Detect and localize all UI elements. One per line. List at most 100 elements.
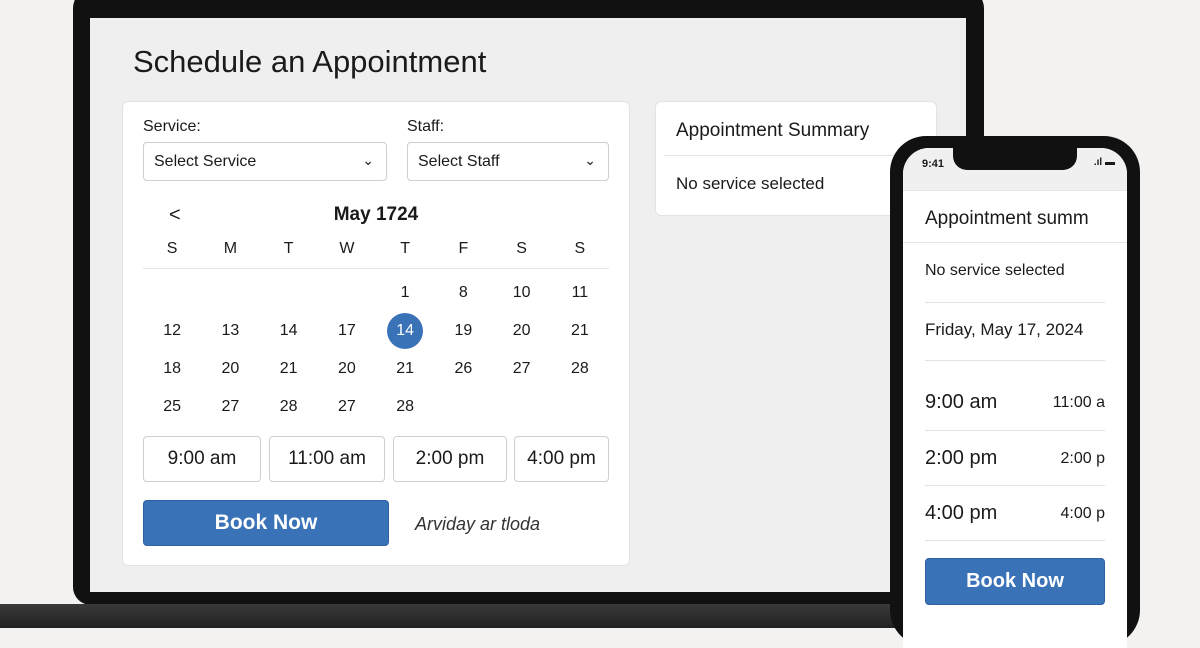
page-title: Schedule an Appointment: [133, 44, 487, 79]
day-number: 11: [571, 284, 589, 301]
calendar-day-selected[interactable]: 14: [376, 313, 434, 354]
calendar-day[interactable]: 10: [493, 278, 551, 316]
calendar-month: May 1724: [333, 204, 419, 225]
phone-time-slot[interactable]: 9:00 am: [925, 391, 998, 413]
phone-screen: 9:41 .ıl ▬ Appointment summ No service s…: [903, 148, 1127, 648]
day-number: 10: [512, 284, 531, 301]
phone-service: No service selected: [925, 262, 1065, 279]
day-number: 17: [337, 322, 356, 339]
calendar-day[interactable]: 13: [201, 316, 259, 354]
phone-time-slot[interactable]: 2:00 p: [1060, 450, 1105, 467]
booking-note: Arviday ar tloda: [415, 514, 541, 534]
notch: [953, 148, 1077, 170]
calendar-day[interactable]: 17: [318, 316, 376, 354]
phone-time-slot[interactable]: 2:00 pm: [925, 447, 998, 469]
calendar-day: [493, 392, 551, 430]
calendar-day: [260, 278, 318, 316]
staff-label: Staff:: [407, 118, 445, 135]
calendar-day[interactable]: 27: [318, 392, 376, 430]
staff-select[interactable]: Select Staff ⌄: [407, 142, 609, 181]
calendar-day[interactable]: 1: [376, 278, 434, 316]
prev-month-button[interactable]: <: [169, 204, 181, 226]
calendar-day[interactable]: 21: [260, 354, 318, 392]
calendar-day: [143, 278, 201, 316]
calendar-day[interactable]: 27: [493, 354, 551, 392]
calendar-day[interactable]: 21: [551, 316, 609, 354]
calendar-day[interactable]: 20: [493, 316, 551, 354]
calendar-day[interactable]: 19: [434, 316, 492, 354]
phone-time-row[interactable]: 9:00 am 11:00 a: [925, 361, 1105, 431]
book-now-button[interactable]: Book Now: [143, 500, 389, 546]
day-number: 26: [454, 360, 473, 377]
day-number: 28: [396, 398, 415, 415]
weekday-label: S: [574, 240, 586, 257]
laptop-screen: Schedule an Appointment Service: Select …: [90, 18, 966, 592]
weekday-label: S: [166, 240, 178, 257]
day-number: 8: [458, 284, 468, 301]
day-number: 12: [163, 322, 182, 339]
calendar-day[interactable]: 20: [318, 354, 376, 392]
day-number: 27: [221, 398, 240, 415]
calendar-day[interactable]: 14: [260, 316, 318, 354]
calendar-day: [201, 278, 259, 316]
weekday-label: M: [223, 240, 238, 257]
day-number: 13: [221, 322, 240, 339]
calendar-day[interactable]: 25: [143, 392, 201, 430]
calendar-day[interactable]: 26: [434, 354, 492, 392]
day-number: 27: [512, 360, 531, 377]
day-number: 19: [454, 322, 473, 339]
day-number: 18: [163, 360, 182, 377]
phone-date: Friday, May 17, 2024: [925, 320, 1084, 339]
day-number: 1: [400, 284, 410, 301]
staff-select-value: Select Staff: [418, 153, 500, 170]
calendar-day[interactable]: 28: [376, 392, 434, 430]
chevron-down-icon: ⌄: [584, 152, 596, 168]
status-bar: 9:41 .ıl ▬: [903, 148, 1127, 191]
day-number: 14: [387, 313, 424, 349]
calendar-day: [318, 278, 376, 316]
calendar-day[interactable]: 18: [143, 354, 201, 392]
calendar-day: [434, 392, 492, 430]
phone-time-row[interactable]: 2:00 pm 2:00 p: [925, 431, 1105, 486]
day-number: 21: [396, 360, 415, 377]
laptop-base: [0, 604, 1000, 628]
calendar-day[interactable]: 21: [376, 354, 434, 392]
time-slot[interactable]: 11:00 am: [269, 436, 385, 482]
phone-summary-title: Appointment summ: [925, 208, 1089, 229]
calendar-day[interactable]: 8: [434, 278, 492, 316]
phone-book-now-button[interactable]: Book Now: [925, 558, 1105, 605]
calendar-day[interactable]: 28: [260, 392, 318, 430]
day-number: 14: [279, 322, 298, 339]
day-number: 20: [512, 322, 531, 339]
phone-time-row[interactable]: 4:00 pm 4:00 p: [925, 486, 1105, 541]
calendar-day: [551, 392, 609, 430]
calendar-day[interactable]: 11: [551, 278, 609, 316]
time-slot[interactable]: 9:00 am: [143, 436, 261, 482]
day-number: 20: [337, 360, 356, 377]
weekday-label: F: [458, 240, 469, 257]
calendar-day[interactable]: 28: [551, 354, 609, 392]
day-number: 20: [221, 360, 240, 377]
calendar-day[interactable]: 27: [201, 392, 259, 430]
service-select-value: Select Service: [154, 153, 257, 170]
weekday-label: T: [400, 240, 411, 257]
day-number: 28: [279, 398, 298, 415]
calendar-day[interactable]: 12: [143, 316, 201, 354]
day-number: 27: [337, 398, 356, 415]
phone-time-slot[interactable]: 11:00 a: [1052, 394, 1105, 411]
phone-time-slot[interactable]: 4:00 pm: [925, 502, 998, 524]
phone-time-slot[interactable]: 4:00 p: [1060, 505, 1105, 522]
time-slot[interactable]: 4:00 pm: [514, 436, 609, 482]
status-time: 9:41: [922, 158, 945, 170]
calendar-days: 1 8 10 11 12 13 14 17 14 19 20 21 18 20 21 20 21 26 27 28 25…: [143, 278, 609, 430]
day-number: 25: [163, 398, 182, 415]
time-slot[interactable]: 2:00 pm: [393, 436, 507, 482]
booking-card: Service: Select Service ⌄ Staff: Select S…: [122, 101, 630, 566]
calendar-day[interactable]: 20: [201, 354, 259, 392]
day-number: 21: [570, 322, 589, 339]
service-select[interactable]: Select Service ⌄: [143, 142, 387, 181]
signal-battery-icon: .ıl ▬: [1093, 157, 1115, 168]
day-number: 21: [279, 360, 298, 377]
chevron-down-icon: ⌄: [362, 152, 374, 168]
